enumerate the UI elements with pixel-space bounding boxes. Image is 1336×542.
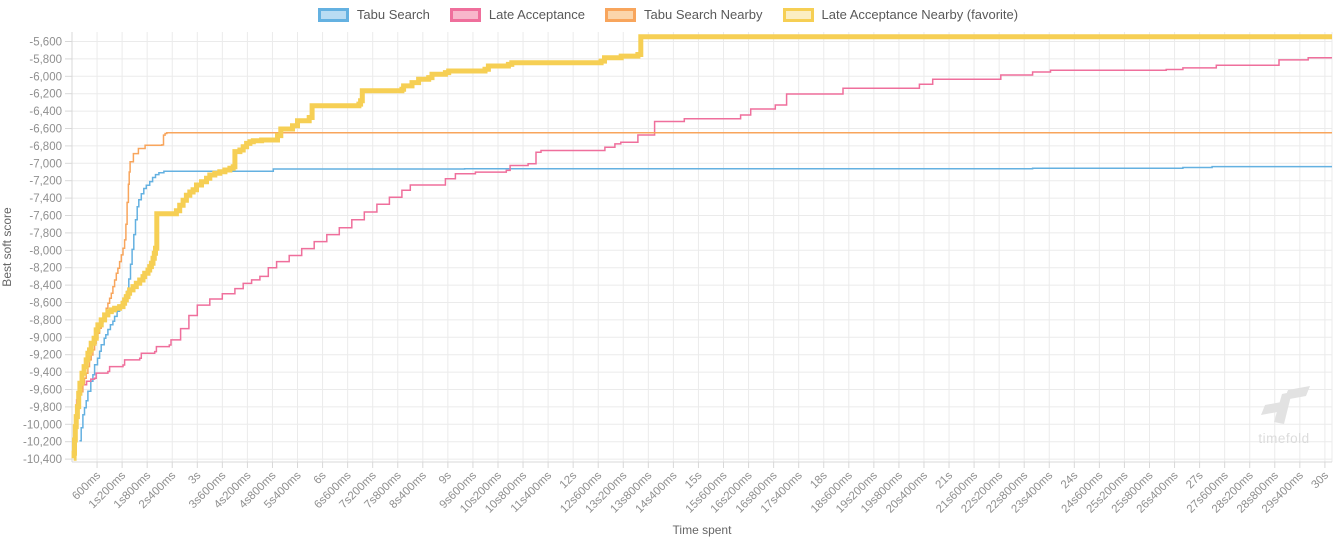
y-tick-label: -10,400 <box>23 454 62 466</box>
y-axis-title: Best soft score <box>0 207 14 287</box>
y-tick-label: -6,200 <box>29 89 62 101</box>
x-tick-label: 9s <box>437 469 454 486</box>
legend-item-late-acceptance[interactable]: Late Acceptance <box>449 7 586 22</box>
legend-item-late-acceptance-nearby-favorite[interactable]: Late Acceptance Nearby (favorite) <box>782 7 1019 22</box>
y-tick-label: -9,000 <box>29 332 62 344</box>
chart-legend: Tabu Search Late Acceptance Tabu Search Ne… <box>0 7 1336 22</box>
x-axis-title: Time spent <box>673 523 733 537</box>
legend-item-tabu-search[interactable]: Tabu Search <box>317 7 430 22</box>
y-tick-label: -8,400 <box>29 280 62 292</box>
y-tick-label: -10,200 <box>23 437 62 449</box>
legend-label: Tabu Search <box>356 7 430 22</box>
y-tick-label: -5,600 <box>29 37 62 49</box>
legend-item-tabu-search-nearby[interactable]: Tabu Search Nearby <box>605 7 763 22</box>
x-tick-label: 30s <box>1309 469 1331 491</box>
y-tick-label: -7,800 <box>29 228 62 240</box>
y-tick-label: -9,400 <box>29 367 62 379</box>
y-tick-label: -7,200 <box>29 176 62 188</box>
y-tick-label: -8,600 <box>29 298 62 310</box>
y-tick-label: -6,400 <box>29 106 62 118</box>
series-line-tabu-search <box>79 165 1332 442</box>
series-line-late-acceptance <box>73 56 1332 455</box>
y-tick-label: -8,800 <box>29 315 62 327</box>
y-tick-label: -6,800 <box>29 141 62 153</box>
y-tick-label: -6,600 <box>29 124 62 136</box>
x-tick-label: 3s <box>186 469 203 486</box>
y-tick-label: -9,600 <box>29 385 62 397</box>
legend-label: Late Acceptance Nearby (favorite) <box>821 7 1019 22</box>
legend-swatch-icon <box>605 7 637 22</box>
legend-label: Tabu Search Nearby <box>644 7 763 22</box>
y-tick-label: -6,000 <box>29 71 62 83</box>
y-tick-label: -9,800 <box>29 402 62 414</box>
y-tick-label: -7,600 <box>29 211 62 223</box>
x-tick-label: 6s <box>312 469 329 486</box>
series-line-late-acceptance-nearby-favorite <box>71 34 1332 461</box>
y-tick-label: -9,200 <box>29 350 62 362</box>
y-tick-label: -8,000 <box>29 245 62 257</box>
legend-swatch-icon <box>449 7 481 22</box>
y-tick-label: -8,200 <box>29 263 62 275</box>
legend-swatch-icon <box>782 7 814 22</box>
legend-swatch-icon <box>317 7 349 22</box>
y-tick-label: -5,800 <box>29 54 62 66</box>
legend-label: Late Acceptance <box>488 7 586 22</box>
y-tick-label: -7,000 <box>29 158 62 170</box>
y-tick-label: -10,000 <box>23 419 62 431</box>
y-tick-label: -7,400 <box>29 193 62 205</box>
